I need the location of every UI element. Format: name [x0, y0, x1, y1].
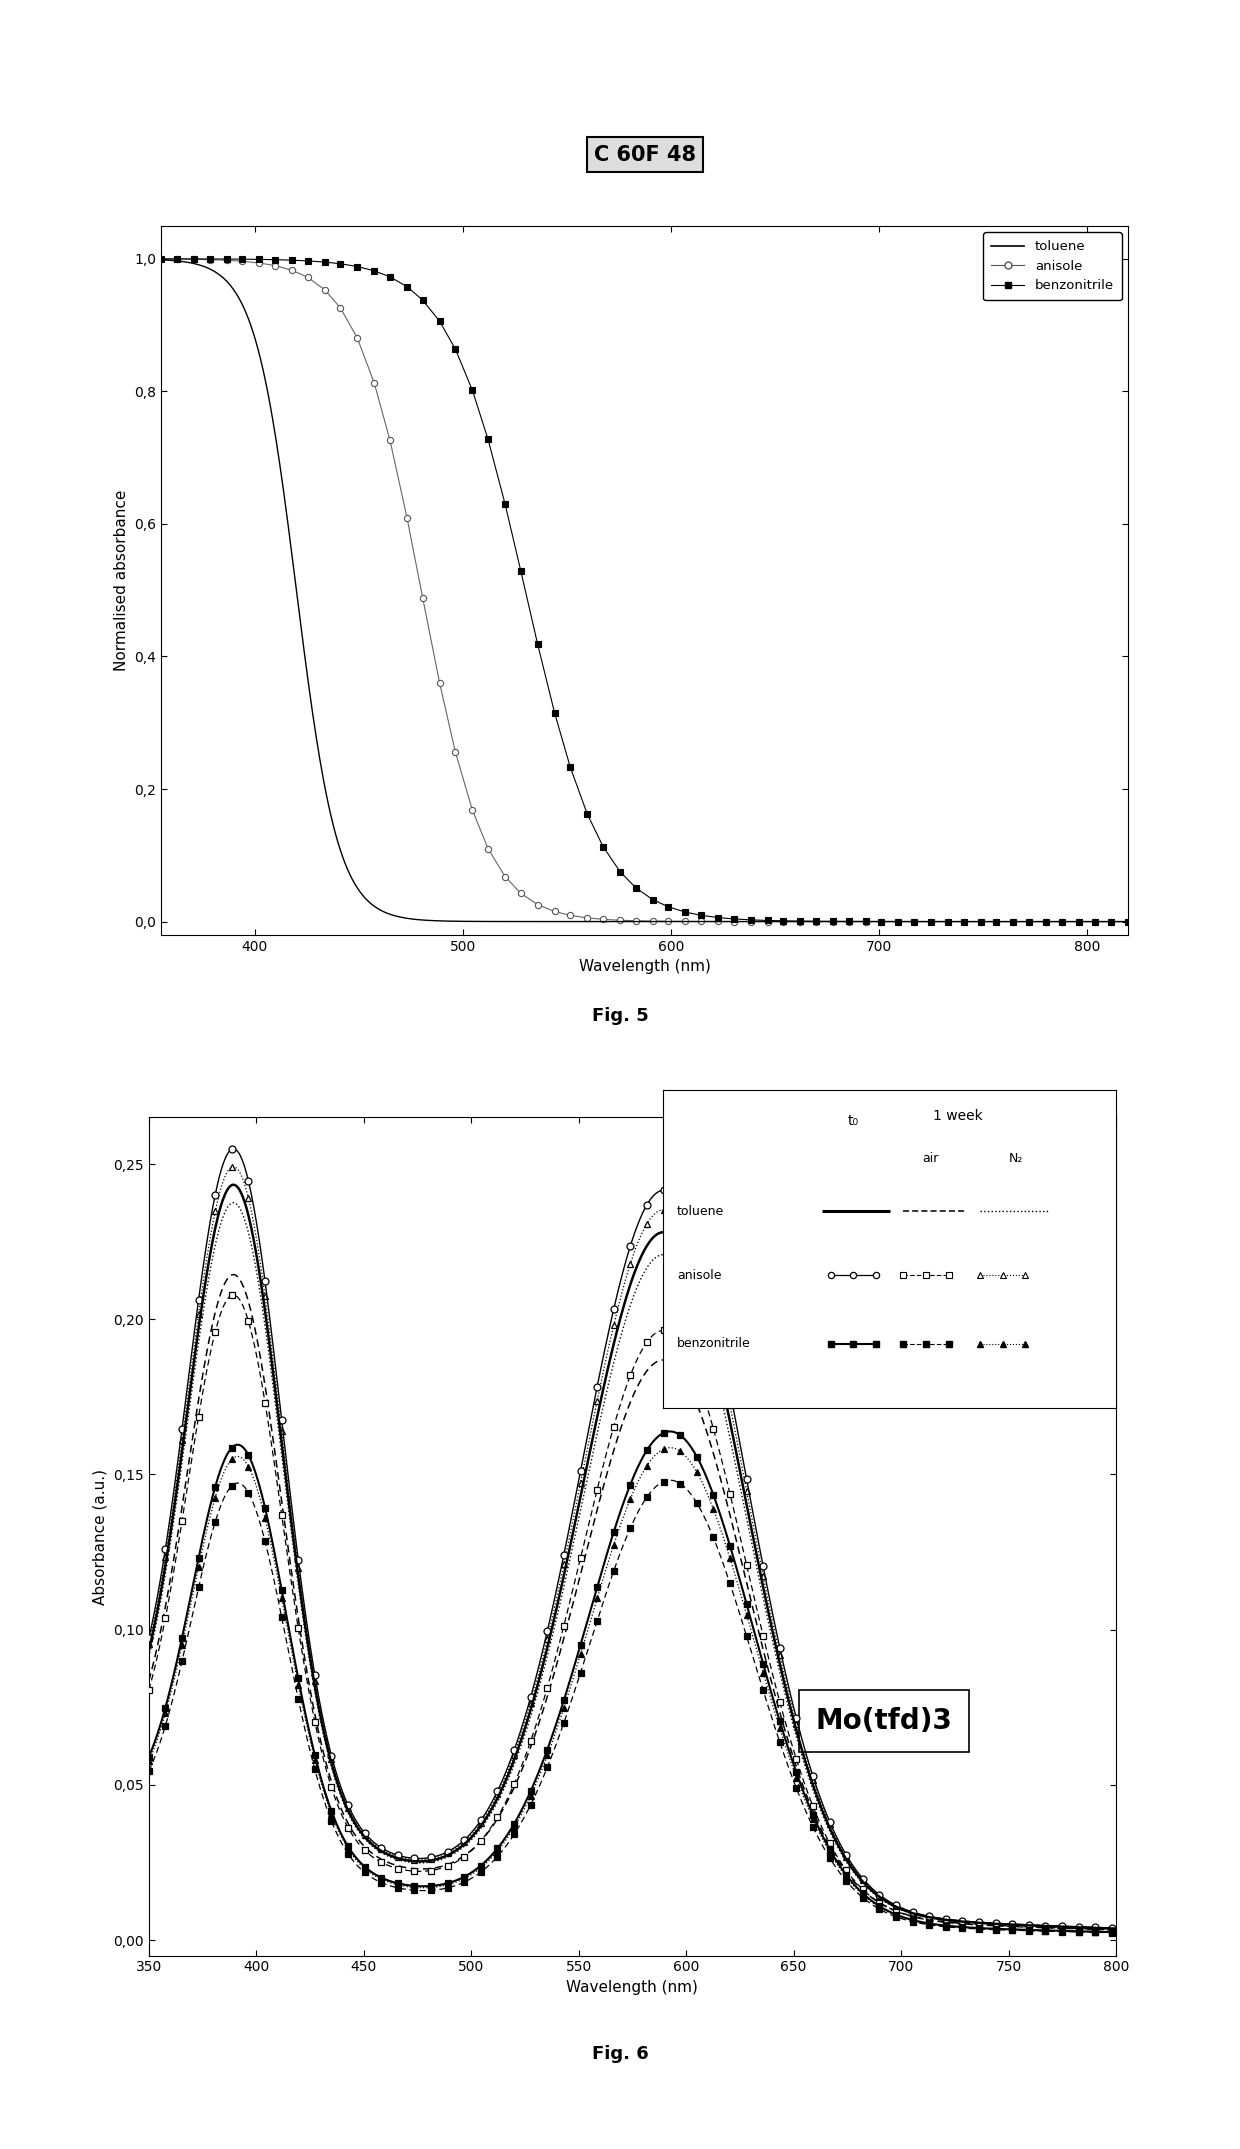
- Y-axis label: Absorbance (a.u.): Absorbance (a.u.): [93, 1468, 108, 1605]
- Text: Fig. 5: Fig. 5: [591, 1006, 649, 1025]
- Y-axis label: Normalised absorbance: Normalised absorbance: [114, 490, 129, 670]
- Text: C 60F 48: C 60F 48: [594, 144, 696, 165]
- X-axis label: Wavelength (nm): Wavelength (nm): [579, 958, 711, 973]
- X-axis label: Wavelength (nm): Wavelength (nm): [567, 1979, 698, 1994]
- Legend: toluene, anisole, benzonitrile: toluene, anisole, benzonitrile: [983, 232, 1122, 301]
- Text: N₂: N₂: [1009, 1152, 1023, 1165]
- Text: benzonitrile: benzonitrile: [677, 1337, 750, 1350]
- Text: anisole: anisole: [677, 1268, 722, 1281]
- Text: t₀: t₀: [848, 1115, 859, 1128]
- Text: Mo(tfd)3: Mo(tfd)3: [816, 1706, 952, 1734]
- Text: Fig. 6: Fig. 6: [591, 2044, 649, 2063]
- Text: air: air: [923, 1152, 939, 1165]
- Text: toluene: toluene: [677, 1206, 724, 1218]
- Text: 1 week: 1 week: [932, 1109, 982, 1124]
